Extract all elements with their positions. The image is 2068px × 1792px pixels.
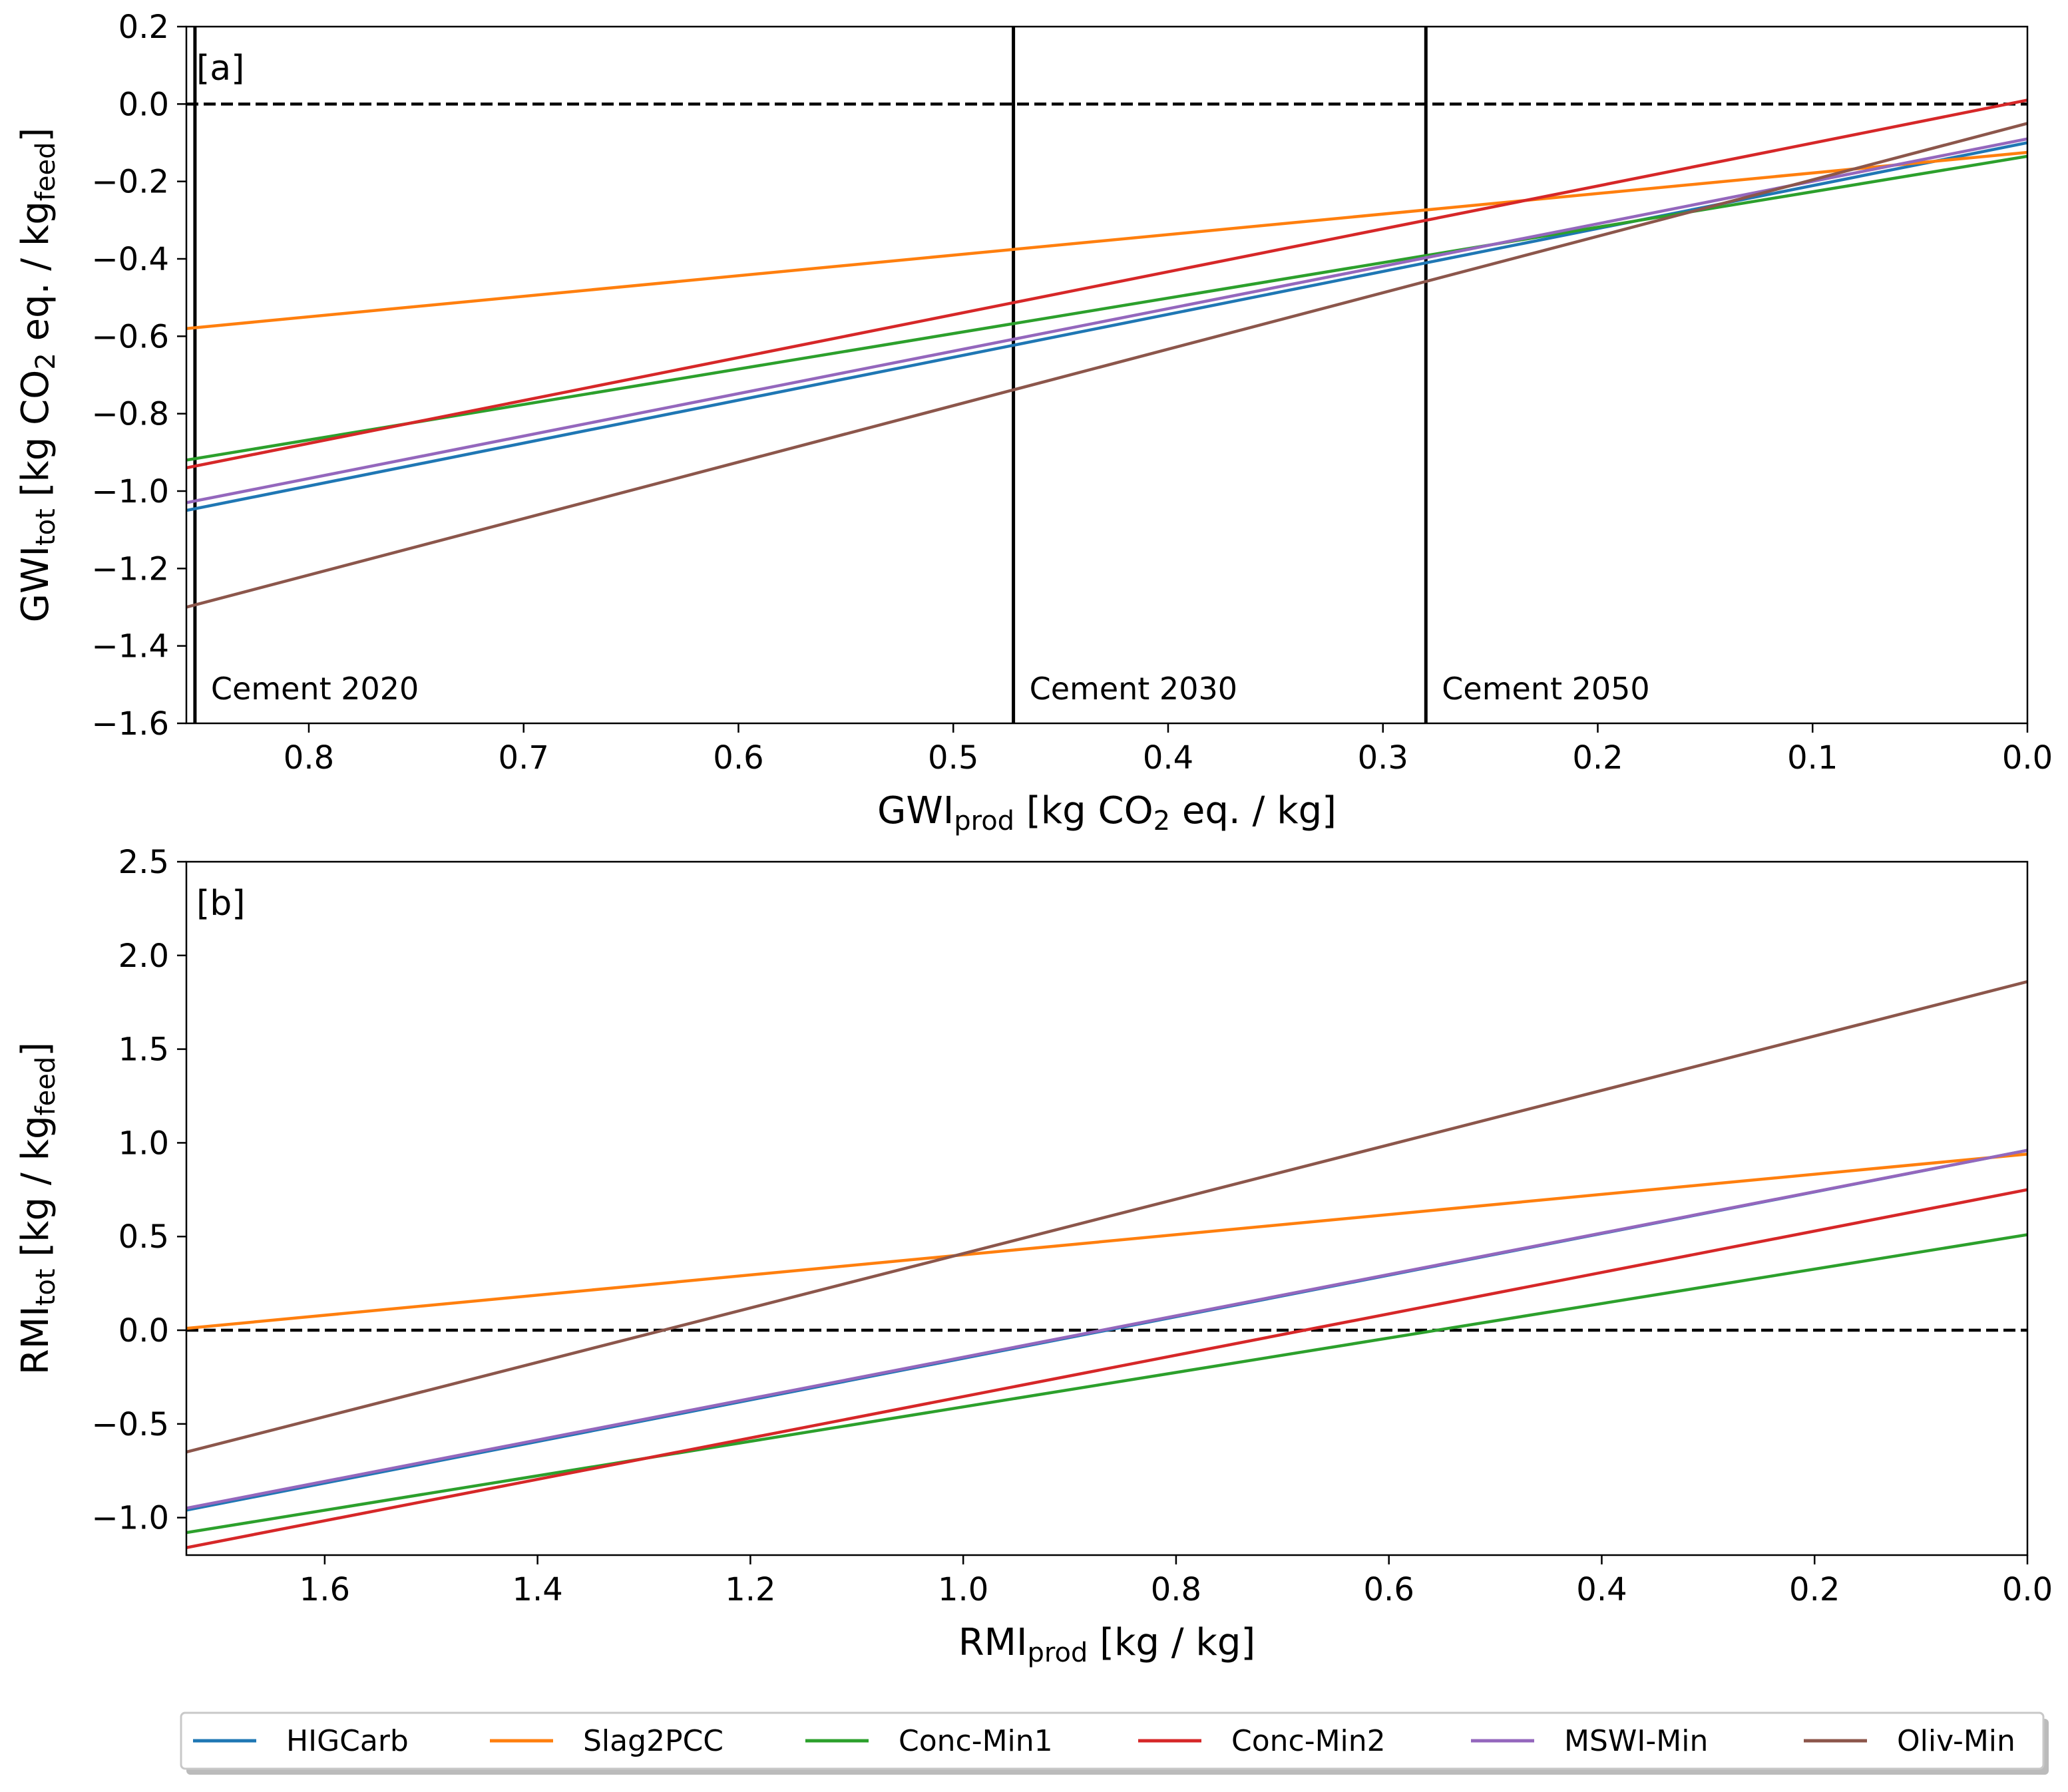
x-tick-label: 0.4 [1576,1571,1627,1608]
series-line-oliv-min [186,980,2027,1454]
series-line-mswi-min [186,1149,2027,1510]
label-part: ] [14,128,57,142]
label-part: tot [31,1269,61,1306]
y-tick-label: 1.5 [118,1031,169,1069]
label-part: prod [954,806,1014,836]
label-part: RMI [958,1621,1028,1664]
legend-box [180,1711,2045,1770]
x-tick-label: 0.8 [1151,1571,1201,1608]
legend: HIGCarb Slag2PCC Conc-Min1 Conc-Min2 MSWI-Mi… [180,1711,2049,1775]
label-part: GWI [14,546,57,622]
x-axis-label: RMIprod [kg / kg] [958,1621,1256,1668]
x-tick-label: 0.2 [1572,739,1623,777]
y-tick-label: −1.0 [91,473,169,510]
label-part: RMI [14,1306,57,1375]
y-tick-label: −1.4 [91,628,169,665]
y-tick-label: −0.4 [91,241,169,278]
y-tick-label: 1.0 [118,1125,169,1162]
x-tick-label: 1.4 [512,1571,562,1608]
y-tick-label: 0.0 [118,86,169,123]
label-part: 2 [1153,806,1170,836]
y-tick-label: 2.0 [118,938,169,975]
panel-b-chart: 1.6 1.4 1.2 1.0 0.8 0.6 0.4 0.2 0.0 −1.0 −0.5 0.0 0.… [14,844,2053,1668]
series-line-slag2pcc [186,150,2027,330]
x-tick-label: 0.8 [284,739,334,777]
cement-line-label-2: Cement 2030 [1030,671,1237,707]
label-part: eq. / kg [14,201,57,353]
label-part: tot [31,508,61,546]
y-tick-label: −0.2 [91,164,169,201]
label-part: [kg / kg [14,1115,57,1268]
legend-label-conc-min2: Conc-Min2 [1231,1724,1386,1758]
x-tick-label: 0.7 [499,739,549,777]
series-line-mswi-min [186,137,2027,504]
label-part: [kg CO [14,370,57,509]
y-tick-label: −0.8 [91,396,169,433]
cement-line-label-1: Cement 2020 [211,671,419,707]
x-tick-label: 0.6 [1364,1571,1414,1608]
label-part: prod [1028,1638,1088,1668]
y-tick-label: 0.5 [118,1218,169,1256]
series-line-slag2pcc [186,1153,2027,1330]
x-tick-label: 1.2 [725,1571,775,1608]
legend-label-oliv-min: Oliv-Min [1897,1724,2015,1758]
y-tick-label: −0.6 [91,318,169,355]
x-tick-label: 1.0 [938,1571,988,1608]
x-tick-label: 0.1 [1787,739,1838,777]
y-tick-label: −0.5 [91,1406,169,1443]
label-part: 2 [31,353,61,369]
x-tick-label: 0.4 [1143,739,1193,777]
cement-line-label-3: Cement 2050 [1442,671,1649,707]
label-part: GWI [877,789,954,832]
y-axis-label: RMItot [kg / kgfeed] [14,1042,61,1375]
x-tick-label: 0.2 [1789,1571,1840,1608]
y-axis-label: GWItot [kg CO2 eq. / kgfeed] [14,128,61,623]
series-line-conc-min1 [186,154,2027,462]
x-tick-label: 0.3 [1358,739,1408,777]
y-tick-label: 0.0 [118,1312,169,1349]
x-tick-label: 0.6 [713,739,763,777]
label-part: feed [31,142,61,201]
y-tick-label: 2.5 [118,844,169,881]
series-line-higcarb [186,141,2027,512]
legend-label-mswi-min: MSWI-Min [1564,1724,1708,1758]
panel-tag: [b] [196,884,246,924]
x-axis-label: GWIprod [kg CO2 eq. / kg] [877,789,1337,836]
y-tick-label: 0.2 [118,9,169,46]
series-line-conc-min2 [186,98,2027,470]
x-tick-label: 0.0 [2002,1571,2053,1608]
y-tick-label: −1.6 [91,705,169,743]
x-tick-label: 0.5 [928,739,978,777]
y-tick-label: −1.0 [91,1500,169,1537]
x-tick-label: 0.0 [2002,739,2053,777]
series-line-conc-min1 [186,1233,2027,1534]
plot-area [186,27,2027,723]
label-part: ] [14,1042,57,1057]
panel-a-chart: Cement 2020 Cement 2030 Cement 2050 0.8 0.7 0… [14,9,2053,836]
series-line-oliv-min [186,122,2027,609]
label-part: [kg CO [1014,789,1153,832]
axes-frame [185,25,2029,725]
legend-label-higcarb: HIGCarb [286,1724,409,1758]
plot-area [186,980,2027,1549]
label-part: feed [31,1057,61,1116]
legend-label-conc-min1: Conc-Min1 [899,1724,1053,1758]
panel-tag: [a] [196,49,244,89]
series-line-conc-min2 [186,1188,2027,1549]
legend-label-slag2pcc: Slag2PCC [583,1724,724,1758]
label-part: [kg / kg] [1088,1621,1255,1664]
x-tick-label: 1.6 [300,1571,350,1608]
axes-frame [185,860,2029,1556]
y-tick-label: −1.2 [91,550,169,588]
label-part: eq. / kg] [1170,789,1337,832]
